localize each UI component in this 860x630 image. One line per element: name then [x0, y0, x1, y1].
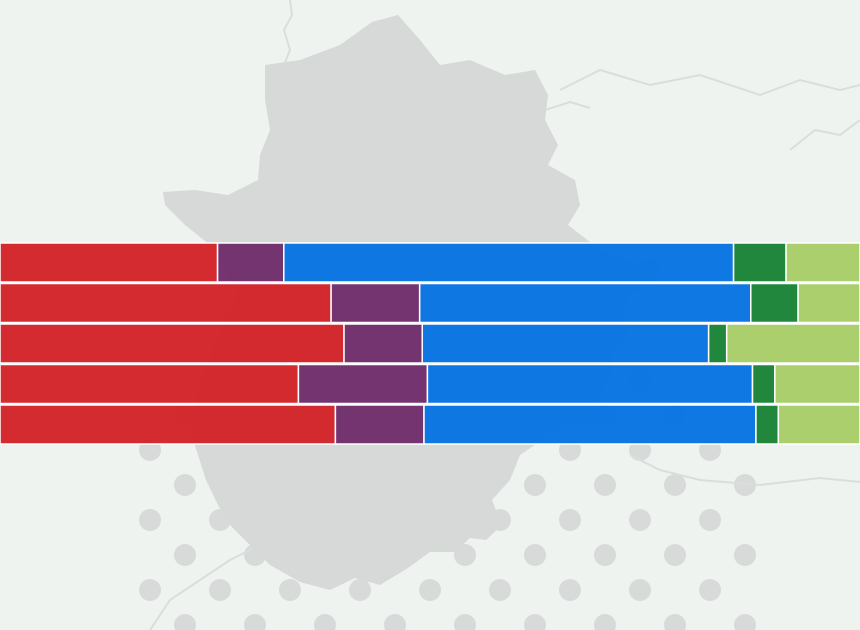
pattern-dot [174, 614, 196, 630]
bar-segment-row-2-series-1 [0, 282, 332, 324]
bar-segment-row-4-series-1 [0, 363, 300, 405]
bar-segment-row-3-series-4 [707, 323, 728, 364]
pattern-dot [489, 579, 511, 601]
pattern-dot [419, 579, 441, 601]
pattern-dot [734, 614, 756, 630]
pattern-dot [279, 579, 301, 601]
pattern-dot [559, 509, 581, 531]
pattern-dot [139, 509, 161, 531]
pattern-dot [174, 474, 196, 496]
pattern-dot [594, 474, 616, 496]
bar-segment-row-2-series-5 [797, 282, 860, 324]
border-line [149, 454, 860, 630]
bar-segment-row-5-series-2 [334, 404, 425, 445]
bar-segment-row-1-series-2 [216, 242, 285, 283]
pattern-dot [209, 579, 231, 601]
bar-segment-row-3-series-5 [725, 323, 860, 364]
bar-segment-row-4-series-3 [426, 363, 754, 405]
pattern-dot [699, 579, 721, 601]
pattern-dot [629, 579, 651, 601]
pattern-dot [139, 579, 161, 601]
bar-segment-row-1-series-5 [785, 242, 860, 283]
pattern-dot [664, 544, 686, 566]
pattern-dot [524, 474, 546, 496]
bar-segment-row-4-series-2 [297, 363, 429, 405]
bar-segment-row-4-series-5 [774, 363, 860, 405]
pattern-dot [559, 579, 581, 601]
pattern-dot [664, 474, 686, 496]
bar-segment-row-3-series-3 [421, 323, 710, 364]
bar-segment-row-3-series-2 [343, 323, 424, 364]
bar-segment-row-3-series-1 [0, 323, 345, 364]
pattern-dot [349, 579, 371, 601]
bar-segment-row-5-series-4 [755, 404, 780, 445]
bar-segment-row-5-series-5 [777, 404, 860, 445]
bar-segment-row-2-series-3 [418, 282, 752, 324]
bar-segment-row-2-series-4 [750, 282, 799, 324]
border-line [281, 0, 860, 151]
bar-segment-row-1-series-1 [0, 242, 219, 283]
bar-segment-row-5-series-1 [0, 404, 337, 445]
bar-segment-row-1-series-4 [732, 242, 787, 283]
pattern-dot [734, 474, 756, 496]
pattern-dot [594, 544, 616, 566]
bar-segment-row-4-series-4 [751, 363, 776, 405]
pattern-dot [629, 509, 651, 531]
pattern-dot [524, 544, 546, 566]
pattern-dot [594, 614, 616, 630]
bar-segment-row-1-series-3 [283, 242, 735, 283]
bar-segment-row-5-series-3 [423, 404, 757, 445]
pattern-dot [734, 544, 756, 566]
pattern-dot [664, 614, 686, 630]
pattern-dot [174, 544, 196, 566]
pattern-dot [244, 614, 266, 630]
pattern-dot [384, 614, 406, 630]
pattern-dot [699, 509, 721, 531]
pattern-dot [454, 544, 476, 566]
pattern-dot [454, 614, 476, 630]
bar-group [0, 242, 860, 445]
pattern-dot [524, 614, 546, 630]
pattern-dot [314, 614, 336, 630]
bar-segment-row-2-series-2 [330, 282, 421, 324]
